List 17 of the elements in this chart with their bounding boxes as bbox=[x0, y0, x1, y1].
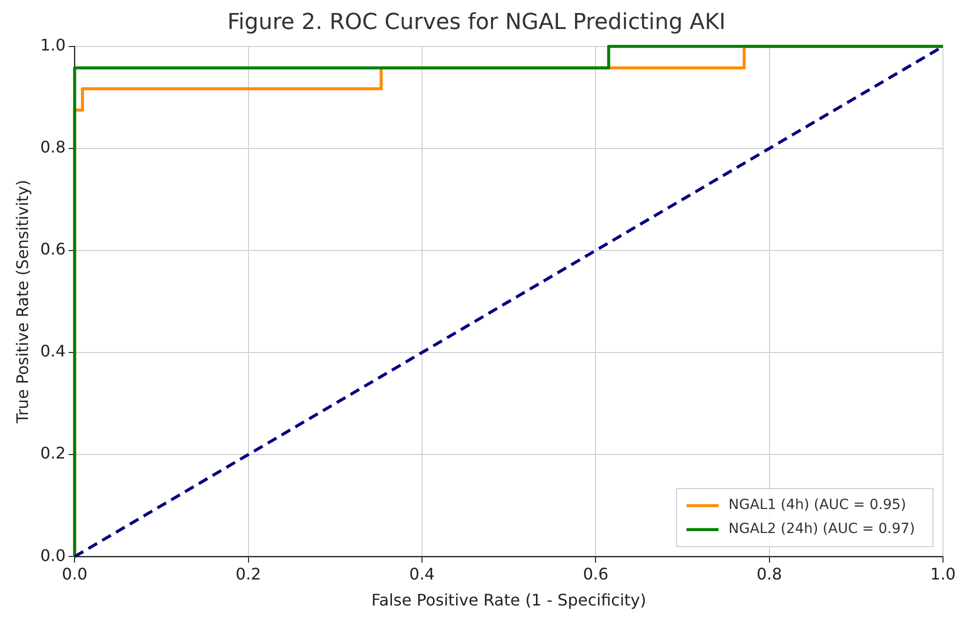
x-tick-label: 0.2 bbox=[236, 564, 262, 584]
y-tick-label: 1.0 bbox=[40, 36, 66, 55]
y-tick-label: 0.6 bbox=[40, 240, 66, 259]
x-tick-label: 1.0 bbox=[930, 564, 956, 584]
y-axis-title: True Positive Rate (Sensitivity) bbox=[12, 180, 32, 424]
legend-label: NGAL2 (24h) (AUC = 0.97) bbox=[728, 521, 916, 538]
y-tick-label: 0.0 bbox=[40, 546, 66, 565]
y-tick-label: 0.8 bbox=[40, 138, 66, 157]
legend-label: NGAL1 (4h) (AUC = 0.95) bbox=[728, 497, 906, 514]
x-tick-label: 0.6 bbox=[582, 564, 608, 584]
x-axis-title: False Positive Rate (1 - Specificity) bbox=[371, 590, 646, 610]
chart-title: Figure 2. ROC Curves for NGAL Predicting AKI bbox=[227, 10, 726, 35]
x-tick-label: 0.8 bbox=[756, 564, 782, 584]
y-tick-label: 0.2 bbox=[40, 444, 66, 463]
x-tick-label: 0.0 bbox=[62, 564, 88, 584]
y-tick-label: 0.4 bbox=[40, 342, 66, 361]
x-tick-label: 0.4 bbox=[409, 564, 435, 584]
